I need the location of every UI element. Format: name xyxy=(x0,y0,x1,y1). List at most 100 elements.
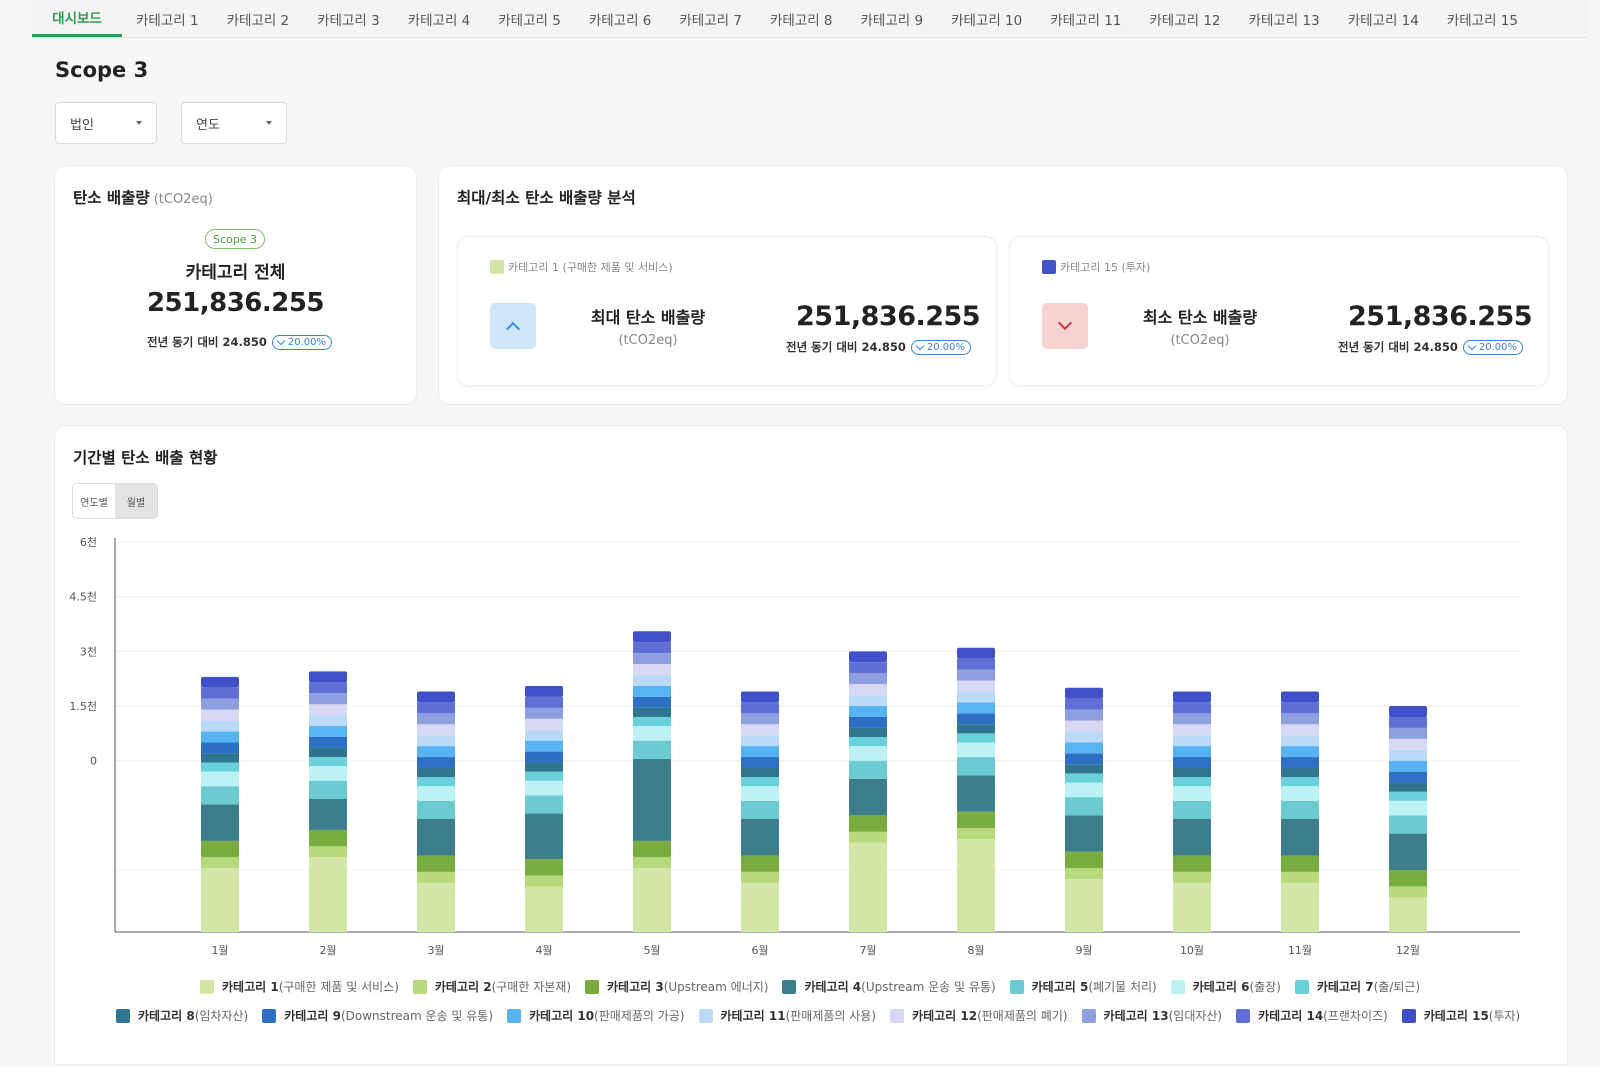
tab-category-3[interactable]: 카테고리 3 xyxy=(317,12,380,29)
max-legend-label: 카테고리 1 (구매한 제품 및 서비스) xyxy=(508,261,673,274)
corp-select[interactable]: 법인 xyxy=(55,102,157,144)
x-tick-label: 5월 xyxy=(643,944,660,957)
bar-segment xyxy=(957,775,995,812)
legend-item[interactable]: 카테고리 3 (Upstream 에너지) xyxy=(585,978,768,995)
total-card-title-text: 탄소 배출량 xyxy=(73,189,150,207)
legend-item[interactable]: 카테고리 5 (폐기물 처리) xyxy=(1009,978,1157,995)
bar-segment xyxy=(1173,767,1211,778)
period-toggle: 연도별 월별 xyxy=(72,483,158,519)
tab-category-8[interactable]: 카테고리 8 xyxy=(769,12,833,29)
bar-segment xyxy=(1281,724,1319,736)
bar-segment xyxy=(417,786,455,801)
legend-desc: (임대자산) xyxy=(1168,1009,1223,1023)
legend-item[interactable]: 카테고리 11 (판매제품의 사용) xyxy=(698,1007,876,1024)
bar-segment xyxy=(849,737,887,747)
total-card-title: 탄소 배출량 (tCO2eq) xyxy=(73,186,213,208)
bar-segment xyxy=(1281,855,1319,872)
tab-category-6[interactable]: 카테고리 6 xyxy=(588,12,652,29)
bar-segment xyxy=(201,709,239,721)
bar-segment xyxy=(741,777,779,787)
total-yoy-change: 20.00% xyxy=(287,336,327,348)
bar-segment xyxy=(417,724,455,736)
toggle-monthly[interactable]: 월별 xyxy=(115,484,157,518)
total-card-unit: (tCO2eq) xyxy=(153,192,213,207)
legend-item[interactable]: 카테고리 15 (투자) xyxy=(1401,1007,1520,1024)
bar-segment xyxy=(1389,716,1427,728)
bar-segment xyxy=(417,871,455,883)
tab-dashboard[interactable]: 대시보드 xyxy=(32,0,122,37)
toggle-yearly[interactable]: 연도별 xyxy=(73,484,115,518)
bar-segment xyxy=(957,669,995,681)
total-label: 카테고리 전체 xyxy=(185,263,286,283)
bar-segment xyxy=(741,855,779,872)
total-emission-card: 탄소 배출량 (tCO2eq) Scope 3 카테고리 전체 251,836.2… xyxy=(54,165,417,405)
tab-category-2[interactable]: 카테고리 2 xyxy=(226,12,290,29)
legend-name: 카테고리 4 xyxy=(804,980,862,994)
bar-segment xyxy=(1173,882,1211,932)
y-tick-label: 4.5천 xyxy=(69,590,97,604)
tab-category-12[interactable]: 카테고리 12 xyxy=(1149,12,1221,29)
bar-segment xyxy=(633,740,671,759)
chevron-down-icon xyxy=(136,121,142,125)
bar-segment xyxy=(633,868,671,932)
legend-item[interactable]: 카테고리 9 (Downstream 운송 및 유통) xyxy=(262,1007,493,1024)
tab-category-11[interactable]: 카테고리 11 xyxy=(1050,12,1122,29)
year-select[interactable]: 연도 xyxy=(181,102,287,144)
bar-segment xyxy=(633,653,671,665)
legend-item[interactable]: 카테고리 6 (출장) xyxy=(1170,978,1281,995)
legend-item[interactable]: 카테고리 1 (구매한 제품 및 서비스) xyxy=(200,978,399,995)
legend-item[interactable]: 카테고리 10 (판매제품의 가공) xyxy=(507,1007,685,1024)
bar-segment xyxy=(1065,797,1103,816)
legend-name: 카테고리 3 xyxy=(607,980,664,994)
legend-name: 카테고리 2 xyxy=(434,980,492,994)
bar-segment xyxy=(309,671,347,683)
x-tick-label: 8월 xyxy=(967,944,984,957)
tab-category-15[interactable]: 카테고리 15 xyxy=(1446,12,1518,29)
legend-desc: (임차자산) xyxy=(194,1009,249,1023)
tab-category-4[interactable]: 카테고리 4 xyxy=(407,12,471,29)
bar-segment xyxy=(309,693,347,705)
bar-segment xyxy=(201,698,239,710)
bar-segment xyxy=(1065,851,1103,869)
legend-item[interactable]: 카테고리 4 (Upstream 운송 및 유통) xyxy=(782,978,996,995)
legend-desc: (Upstream 에너지) xyxy=(663,980,769,994)
legend-item[interactable]: 카테고리 2 (구매한 자본재) xyxy=(412,978,571,995)
bar-segment xyxy=(1281,746,1319,758)
tab-category-5[interactable]: 카테고리 5 xyxy=(498,12,561,29)
bar-segment xyxy=(741,767,779,778)
chart-legend-row-2: 카테고리 8 (임차자산) 카테고리 9 (Downstream 운송 및 유통) 카테… xyxy=(116,1007,1520,1024)
bar-segment xyxy=(741,735,779,747)
y-tick-label: 1.5천 xyxy=(69,699,97,713)
bar-segment xyxy=(309,857,347,932)
max-value: 251,836.255 xyxy=(796,301,981,332)
legend-swatch xyxy=(1170,979,1185,994)
tab-category-1[interactable]: 카테고리 1 xyxy=(136,12,199,29)
legend-item[interactable]: 카테고리 7 (출/퇴근) xyxy=(1294,978,1420,995)
bar-segment xyxy=(1389,870,1427,887)
legend-item[interactable]: 카테고리 14 (프랜차이즈) xyxy=(1236,1007,1388,1024)
total-yoy-badge: 20.00% xyxy=(271,334,333,350)
bar-segment xyxy=(309,747,347,758)
x-tick-label: 6월 xyxy=(751,944,768,957)
bar-segment xyxy=(201,753,239,763)
stacked-bar-chart: 6천 4.5천 3천 1.5천 0 1월 2월 3월 4월 5월 6월 7월 8월 9월 10월 11월 12월 xyxy=(60,535,1560,975)
bar-segment xyxy=(633,707,671,717)
bar-segment xyxy=(417,702,455,714)
bar-segment xyxy=(525,859,563,876)
tab-category-10[interactable]: 카테고리 10 xyxy=(951,12,1023,29)
bar-segment xyxy=(957,658,995,670)
min-label: 최소 탄소 배출량 xyxy=(1142,308,1258,327)
bar-segment xyxy=(1389,886,1427,898)
legend-item[interactable]: 카테고리 8 (임차자산) xyxy=(116,1007,248,1024)
bar-segment xyxy=(1281,800,1319,820)
tab-category-9[interactable]: 카테고리 9 xyxy=(860,12,924,29)
bar-segment xyxy=(957,757,995,776)
min-yoy-change: 20.00% xyxy=(1478,341,1518,353)
tab-category-7[interactable]: 카테고리 7 xyxy=(679,12,742,29)
legend-item[interactable]: 카테고리 12 (판매제품의 폐기) xyxy=(890,1007,1068,1024)
legend-item[interactable]: 카테고리 13 (임대자산) xyxy=(1081,1007,1223,1024)
tab-category-14[interactable]: 카테고리 14 xyxy=(1347,12,1419,29)
bar-segment xyxy=(633,664,671,676)
chart-legend-row-1: 카테고리 1 (구매한 제품 및 서비스) 카테고리 2 (구매한 자본재) 카테고리 … xyxy=(200,978,1600,995)
tab-category-13[interactable]: 카테고리 13 xyxy=(1248,12,1320,29)
